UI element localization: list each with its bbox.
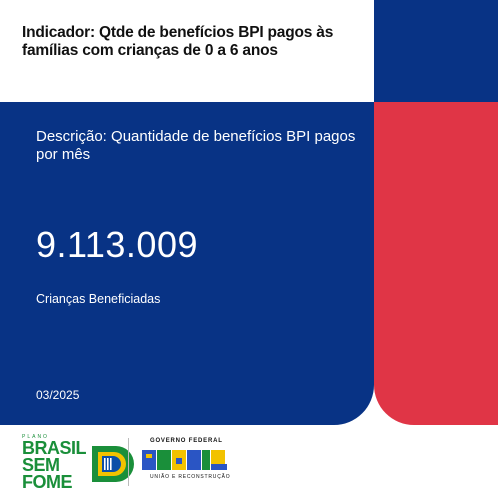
logo-line-3: FOME [22, 472, 73, 492]
governo-federal-logo: GOVERNO FEDERAL UNIÃO E RECONSTRUÇÃO [142, 438, 242, 488]
brasil-wordmark-icon [142, 450, 227, 470]
logo-line-2: SEM [22, 455, 60, 475]
logo-line-1: BRASIL [22, 438, 87, 458]
gov-top-text: GOVERNO FEDERAL [150, 438, 223, 444]
reference-date: 03/2025 [36, 388, 80, 402]
value-label: Crianças Beneficiadas [36, 292, 161, 306]
indicator-title: Indicador: Qtde de benefícios BPI pagos … [22, 24, 334, 59]
brasil-sem-fome-logo: PLANO BRASIL SEM FOME [22, 434, 134, 492]
red-accent-block [374, 102, 498, 425]
gov-bottom-text: UNIÃO E RECONSTRUÇÃO [150, 474, 231, 480]
header-area [0, 0, 374, 102]
fork-knife-mark-icon [92, 446, 134, 482]
info-panel [0, 102, 374, 425]
logo-small-text: PLANO [22, 434, 49, 440]
logo-divider [128, 438, 129, 486]
indicator-value: 9.113.009 [36, 224, 198, 265]
blue-corner-block [374, 0, 498, 102]
indicator-description: Descrição: Quantidade de benefícios BPI … [36, 128, 356, 163]
